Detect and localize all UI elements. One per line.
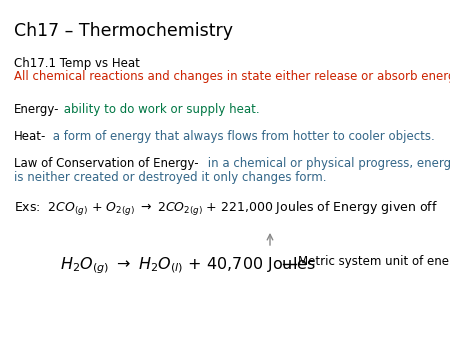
Text: Heat-: Heat- xyxy=(14,130,46,143)
Text: Metric system unit of energy: Metric system unit of energy xyxy=(298,255,450,268)
Text: ability to do work or supply heat.: ability to do work or supply heat. xyxy=(60,103,260,116)
Text: All chemical reactions and changes in state either release or absorb energy.: All chemical reactions and changes in st… xyxy=(14,70,450,83)
Text: Energy-: Energy- xyxy=(14,103,59,116)
Text: Exs:  $2CO_{(g)}$ + $O_{2(g)}$ $\rightarrow$ $2CO_{2(g)}$ + 221,000 Joules of En: Exs: $2CO_{(g)}$ + $O_{2(g)}$ $\rightarr… xyxy=(14,200,438,218)
Text: $H_2O_{(g)}$ $\rightarrow$ $H_2O_{(l)}$ + 40,700 Joules: $H_2O_{(g)}$ $\rightarrow$ $H_2O_{(l)}$ … xyxy=(60,255,316,275)
Text: a form of energy that always flows from hotter to cooler objects.: a form of energy that always flows from … xyxy=(49,130,435,143)
Text: is neither created or destroyed it only changes form.: is neither created or destroyed it only … xyxy=(14,171,327,184)
Text: in a chemical or physical progress, energy: in a chemical or physical progress, ener… xyxy=(204,157,450,170)
Text: Ch17 – Thermochemistry: Ch17 – Thermochemistry xyxy=(14,22,233,40)
Text: Ch17.1 Temp vs Heat: Ch17.1 Temp vs Heat xyxy=(14,57,140,70)
Text: Law of Conservation of Energy-: Law of Conservation of Energy- xyxy=(14,157,198,170)
